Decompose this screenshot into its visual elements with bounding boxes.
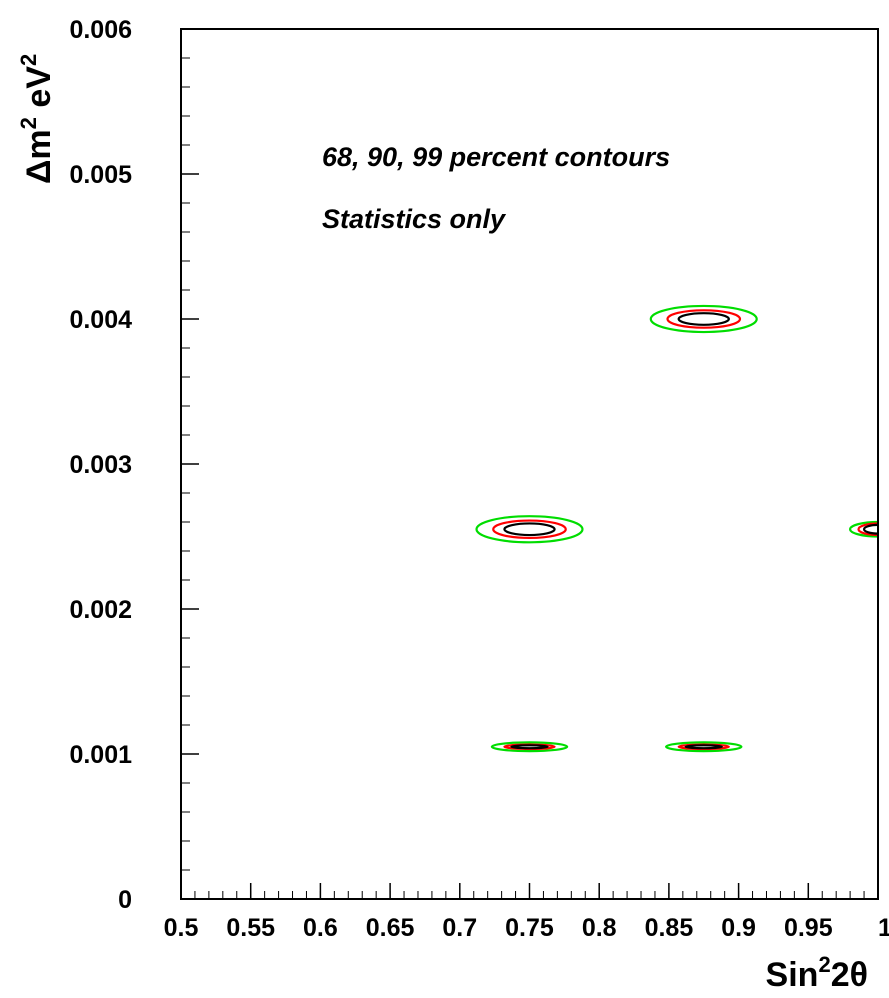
contour-90-percent <box>666 309 742 329</box>
contour-99-percent <box>665 741 743 753</box>
contour-68-percent <box>503 522 556 537</box>
annotation-statistics: Statistics only <box>322 204 507 234</box>
x-tick-label: 0.85 <box>645 914 694 942</box>
y-tick-label: 0.001 <box>69 741 132 769</box>
contour-68-percent <box>677 312 730 326</box>
contour-68-percent <box>684 744 723 750</box>
y-tick-label: 0.002 <box>69 596 132 624</box>
contour-68-percent <box>510 744 549 750</box>
y-tick-label: 0.003 <box>69 451 132 479</box>
x-tick-label: 0.65 <box>366 914 415 942</box>
axis-ticks <box>180 28 879 900</box>
x-tick-label: 1 <box>878 914 889 942</box>
contours <box>475 304 878 753</box>
contour-90-percent <box>857 522 878 537</box>
contour-99-percent <box>490 741 569 753</box>
x-tick-label: 0.95 <box>784 914 833 942</box>
y-axis-title: Δm2 eV2 <box>16 54 58 184</box>
x-tick-label: 0.6 <box>303 914 338 942</box>
y-tick-label: 0.006 <box>69 16 132 44</box>
x-tick-label: 0.8 <box>582 914 617 942</box>
contour-68-percent <box>862 523 878 535</box>
y-tick-label: 0.004 <box>69 306 132 334</box>
y-tick-label: 0.005 <box>69 161 132 189</box>
y-tick-label: 0 <box>118 886 132 914</box>
contour-90-percent <box>492 519 567 540</box>
x-tick-label: 0.55 <box>226 914 275 942</box>
x-tick-label: 0.75 <box>505 914 554 942</box>
x-tick-label: 0.7 <box>442 914 477 942</box>
x-tick-label: 0.9 <box>721 914 756 942</box>
x-axis-title: Sin22θ <box>766 952 868 994</box>
contour-99-percent <box>649 304 758 334</box>
annotation-contours: 68, 90, 99 percent contours <box>322 142 670 172</box>
x-tick-label: 0.5 <box>164 914 199 942</box>
contour-99-percent <box>475 515 584 544</box>
